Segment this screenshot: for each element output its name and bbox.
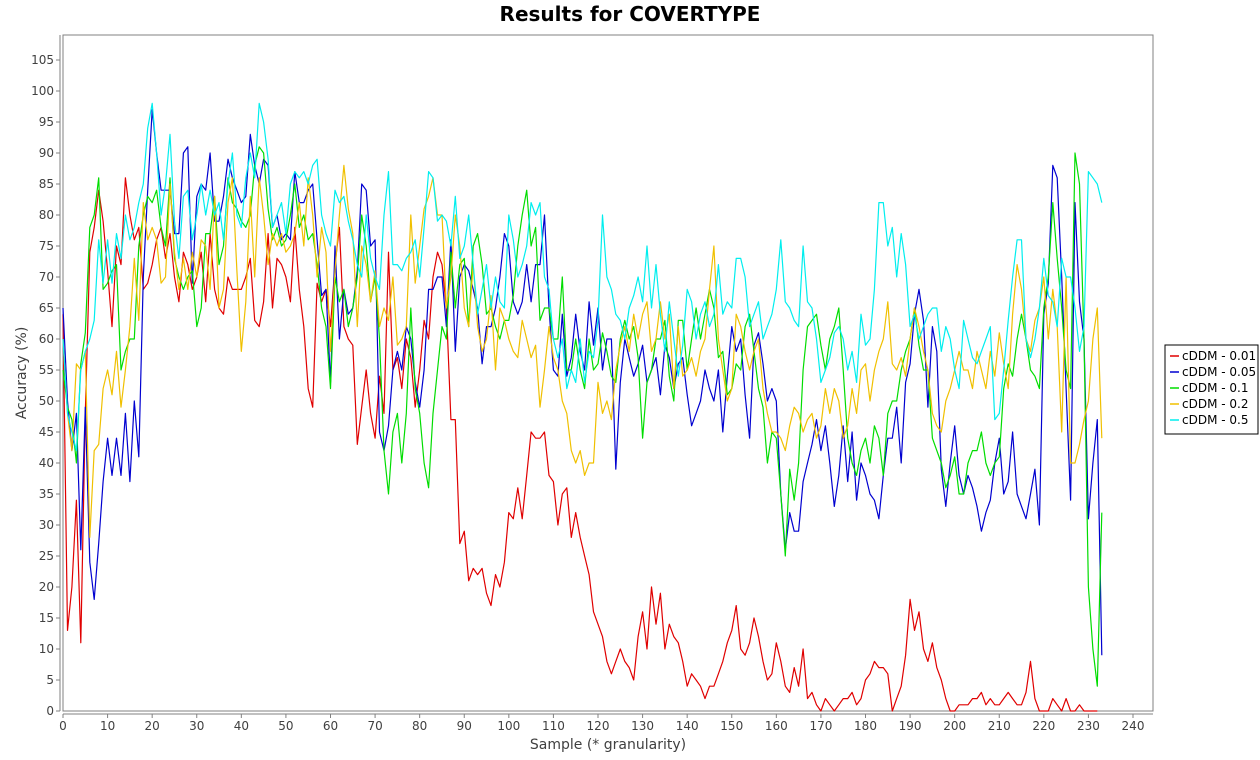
legend-label: cDDM - 0.2: [1182, 397, 1248, 411]
y-axis: 0 5 10 15 20 25 30 35 40 45 50 55 60 65 70 75 80 85 90 95 10…: [31, 35, 61, 718]
legend-label: cDDM - 0.1: [1182, 381, 1248, 395]
x-tick-label: 180: [854, 719, 877, 733]
series-layer: [62, 102, 1103, 712]
x-tick-label: 60: [323, 719, 338, 733]
legend-label: cDDM - 0.01: [1182, 349, 1256, 363]
x-tick-label: 110: [542, 719, 565, 733]
x-tick-label: 190: [899, 719, 922, 733]
y-tick-label: 55: [39, 363, 54, 377]
chart-title: Results for COVERTYPE: [500, 2, 761, 26]
y-tick-label: 85: [39, 177, 54, 191]
series-line-4: [62, 164, 1103, 539]
x-tick-label: 220: [1032, 719, 1055, 733]
y-tick-label: 105: [31, 53, 54, 67]
y-tick-label: 60: [39, 332, 54, 346]
y-tick-label: 20: [39, 580, 54, 594]
y-tick-label: 65: [39, 301, 54, 315]
x-tick-label: 160: [765, 719, 788, 733]
x-tick-label: 210: [988, 719, 1011, 733]
y-axis-label: Accuracy (%): [14, 327, 30, 420]
y-tick-label: 45: [39, 425, 54, 439]
x-tick-label: 80: [412, 719, 427, 733]
y-tick-label: 10: [39, 642, 54, 656]
x-tick-label: 70: [367, 719, 382, 733]
x-tick-label: 140: [676, 719, 699, 733]
x-tick-label: 10: [100, 719, 115, 733]
legend-label: cDDM - 0.5: [1182, 413, 1248, 427]
y-tick-label: 75: [39, 239, 54, 253]
x-tick-label: 230: [1077, 719, 1100, 733]
legend-box: [1164, 344, 1259, 435]
x-tick-label: 40: [234, 719, 249, 733]
series-line-5: [62, 102, 1103, 452]
y-tick-label: 80: [39, 208, 54, 222]
y-tick-label: 95: [39, 115, 54, 129]
y-tick-label: 30: [39, 518, 54, 532]
y-tick-label: 35: [39, 487, 54, 501]
y-tick-label: 40: [39, 456, 54, 470]
legend: cDDM - 0.01 cDDM - 0.05 cDDM - 0.1 cDDM - 0…: [1164, 344, 1259, 435]
x-axis: 0 10 20 30 40 50 60 70 80 90 100 110 120 130 140 150 160…: [59, 713, 1153, 733]
plot-area: [62, 34, 1154, 712]
y-tick-label: 50: [39, 394, 54, 408]
y-tick-label: 70: [39, 270, 54, 284]
x-tick-label: 20: [145, 719, 160, 733]
x-tick-label: 170: [809, 719, 832, 733]
x-axis-label: Sample (* granularity): [530, 737, 686, 753]
x-tick-label: 90: [457, 719, 472, 733]
x-tick-label: 200: [943, 719, 966, 733]
x-tick-label: 120: [587, 719, 610, 733]
series-line-1: [62, 177, 1098, 712]
y-tick-label: 5: [46, 673, 54, 687]
x-tick-label: 130: [631, 719, 654, 733]
x-tick-label: 100: [497, 719, 520, 733]
x-tick-label: 240: [1122, 719, 1145, 733]
x-tick-label: 0: [59, 719, 67, 733]
x-tick-label: 150: [720, 719, 743, 733]
y-tick-label: 15: [39, 611, 54, 625]
y-tick-label: 90: [39, 146, 54, 160]
legend-label: cDDM - 0.05: [1182, 365, 1256, 379]
y-tick-label: 25: [39, 549, 54, 563]
x-tick-label: 30: [189, 719, 204, 733]
x-tick-label: 50: [278, 719, 293, 733]
y-tick-label: 100: [31, 84, 54, 98]
y-tick-label: 0: [46, 704, 54, 718]
